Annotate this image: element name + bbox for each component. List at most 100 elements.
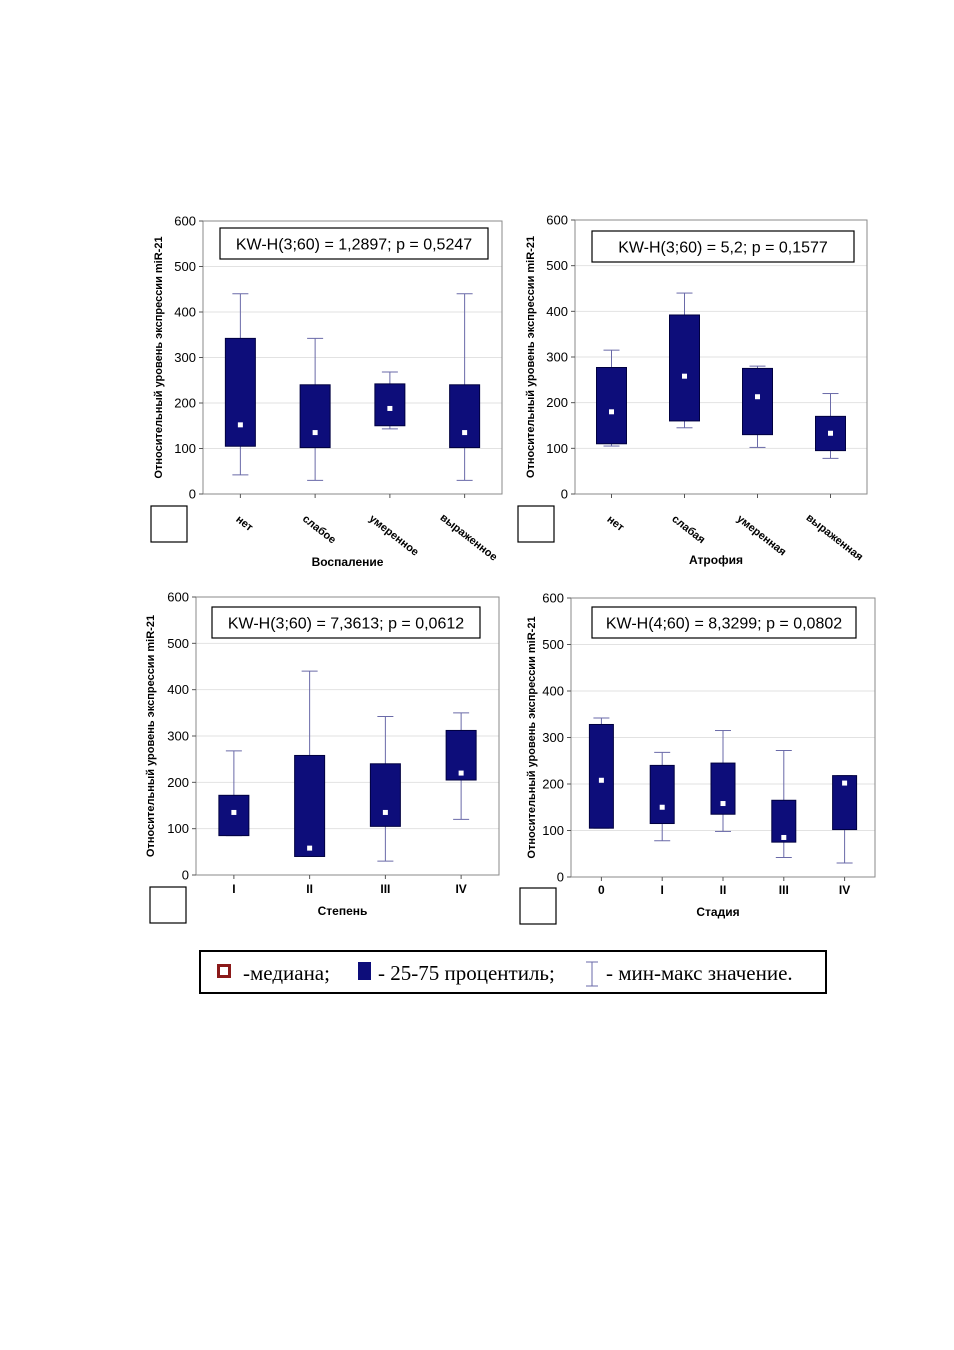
y-tick-label: 100 (546, 441, 568, 456)
x-tick-label: слабое (300, 513, 338, 546)
stat-box (219, 227, 489, 260)
legend: -медиана; - 25-75 процентиль; - мин-макс… (199, 950, 827, 994)
x-axis-label: Стадия (696, 905, 739, 919)
y-tick-label: 600 (546, 213, 568, 228)
empty-square (150, 505, 188, 543)
chart-panel-3: 0 100 200 300 400 500 600 Относительный уровень… (145, 590, 500, 924)
chart-panel-2: 0 100 200 300 400 500 600 Относительный уровень… (517, 213, 868, 567)
x-tick-label: IV (839, 883, 850, 897)
y-axis-label: Относительный уровень экспрессии miR-21 (153, 236, 165, 478)
y-tick-label: 100 (174, 441, 196, 456)
iqr-box (742, 367, 773, 436)
stat-box (211, 606, 481, 639)
y-tick-label: 400 (542, 684, 564, 699)
median-marker (458, 770, 464, 776)
x-tick-label: выраженная (804, 512, 865, 564)
median-marker (237, 422, 243, 428)
x-tick-label: выраженное (438, 512, 500, 564)
y-tick-label: 300 (542, 730, 564, 745)
x-axis-label: Атрофия (689, 553, 743, 567)
y-tick-label: 600 (167, 590, 189, 605)
y-tick-label: 100 (542, 823, 564, 838)
x-tick-label: 0 (598, 883, 605, 897)
y-tick-label: 0 (182, 868, 189, 883)
y-tick-label: 600 (174, 214, 196, 229)
iqr-box (294, 754, 326, 857)
median-marker (312, 430, 318, 436)
iqr-box (710, 762, 736, 815)
median-marker (682, 373, 687, 379)
stat-box (591, 606, 857, 639)
stat-box (591, 230, 855, 263)
chart-panel-4: 0 100 200 300 400 500 600 Относительный уровень… (519, 591, 876, 925)
median-marker (382, 809, 388, 815)
stat-label: KW-H(3;60) = 7,3613; p = 0,0612 (228, 616, 464, 633)
iqr-box (369, 763, 401, 827)
x-tick-label: нет (605, 513, 627, 534)
y-tick-label: 300 (546, 350, 568, 365)
iqr-box (596, 367, 627, 445)
median-marker (387, 405, 393, 411)
median-marker (828, 430, 833, 436)
empty-square (517, 505, 555, 543)
empty-square (149, 886, 187, 924)
x-tick-label: II (306, 882, 313, 896)
stat-label: KW-H(3;60) = 1,2897; p = 0,5247 (236, 237, 472, 254)
stat-label: KW-H(4;60) = 8,3299; p = 0,0802 (606, 616, 842, 633)
legend-iqr-swatch (358, 962, 371, 980)
median-marker (781, 834, 787, 840)
y-tick-label: 200 (174, 396, 196, 411)
legend-median-label: -медиана; (243, 961, 330, 985)
y-tick-label: 600 (542, 591, 564, 606)
y-axis-label: Относительный уровень экспрессии miR-21 (526, 616, 538, 858)
x-tick-label: слабая (669, 513, 707, 546)
median-marker (609, 409, 614, 415)
legend-whisker-label: - мин-макс значение. (606, 961, 793, 985)
legend-whisker-swatch (586, 961, 598, 987)
x-axis-label: Воспаление (312, 555, 384, 569)
median-marker (307, 845, 313, 851)
y-tick-label: 400 (174, 305, 196, 320)
iqr-box (588, 723, 614, 829)
y-tick-label: 200 (546, 395, 568, 410)
y-tick-label: 500 (167, 636, 189, 651)
x-tick-label: III (380, 882, 390, 896)
y-tick-label: 200 (167, 775, 189, 790)
y-tick-label: 300 (167, 729, 189, 744)
y-axis-label: Относительный уровень экспрессии miR-21 (145, 615, 157, 857)
x-tick-label: умеренное (367, 513, 421, 559)
iqr-box (218, 794, 250, 837)
x-tick-label: IV (455, 882, 466, 896)
iqr-box (224, 337, 256, 447)
chart-panel-1: 0 100 200 300 400 500 600 Относительный уровень… (150, 214, 503, 569)
y-tick-label: 500 (546, 258, 568, 273)
x-axis-label: Степень (318, 904, 368, 918)
y-tick-label: 0 (557, 870, 564, 885)
y-tick-label: 500 (542, 637, 564, 652)
median-marker (659, 804, 665, 810)
x-tick-label: II (720, 883, 727, 897)
x-tick-label: нет (233, 513, 255, 534)
y-tick-label: 0 (189, 487, 196, 502)
iqr-box (669, 314, 700, 422)
y-tick-label: 100 (167, 821, 189, 836)
y-tick-label: 0 (561, 487, 568, 502)
iqr-box (374, 383, 406, 427)
x-tick-label: III (779, 883, 789, 897)
median-marker (720, 801, 726, 807)
median-marker (842, 780, 848, 786)
stat-label: KW-H(3;60) = 5,2; p = 0,1577 (618, 240, 828, 257)
x-tick-label: умеренная (734, 513, 788, 559)
y-tick-label: 400 (546, 304, 568, 319)
empty-square (519, 887, 557, 925)
iqr-box (649, 764, 675, 825)
legend-iqr-label: - 25-75 процентиль; (378, 961, 555, 985)
legend-median-swatch (217, 964, 231, 978)
y-tick-label: 500 (174, 259, 196, 274)
median-marker (755, 394, 760, 400)
median-marker (231, 809, 237, 815)
iqr-box (299, 384, 331, 449)
y-axis-label: Относительный уровень экспрессии miR-21 (525, 236, 537, 478)
median-marker (462, 430, 468, 436)
